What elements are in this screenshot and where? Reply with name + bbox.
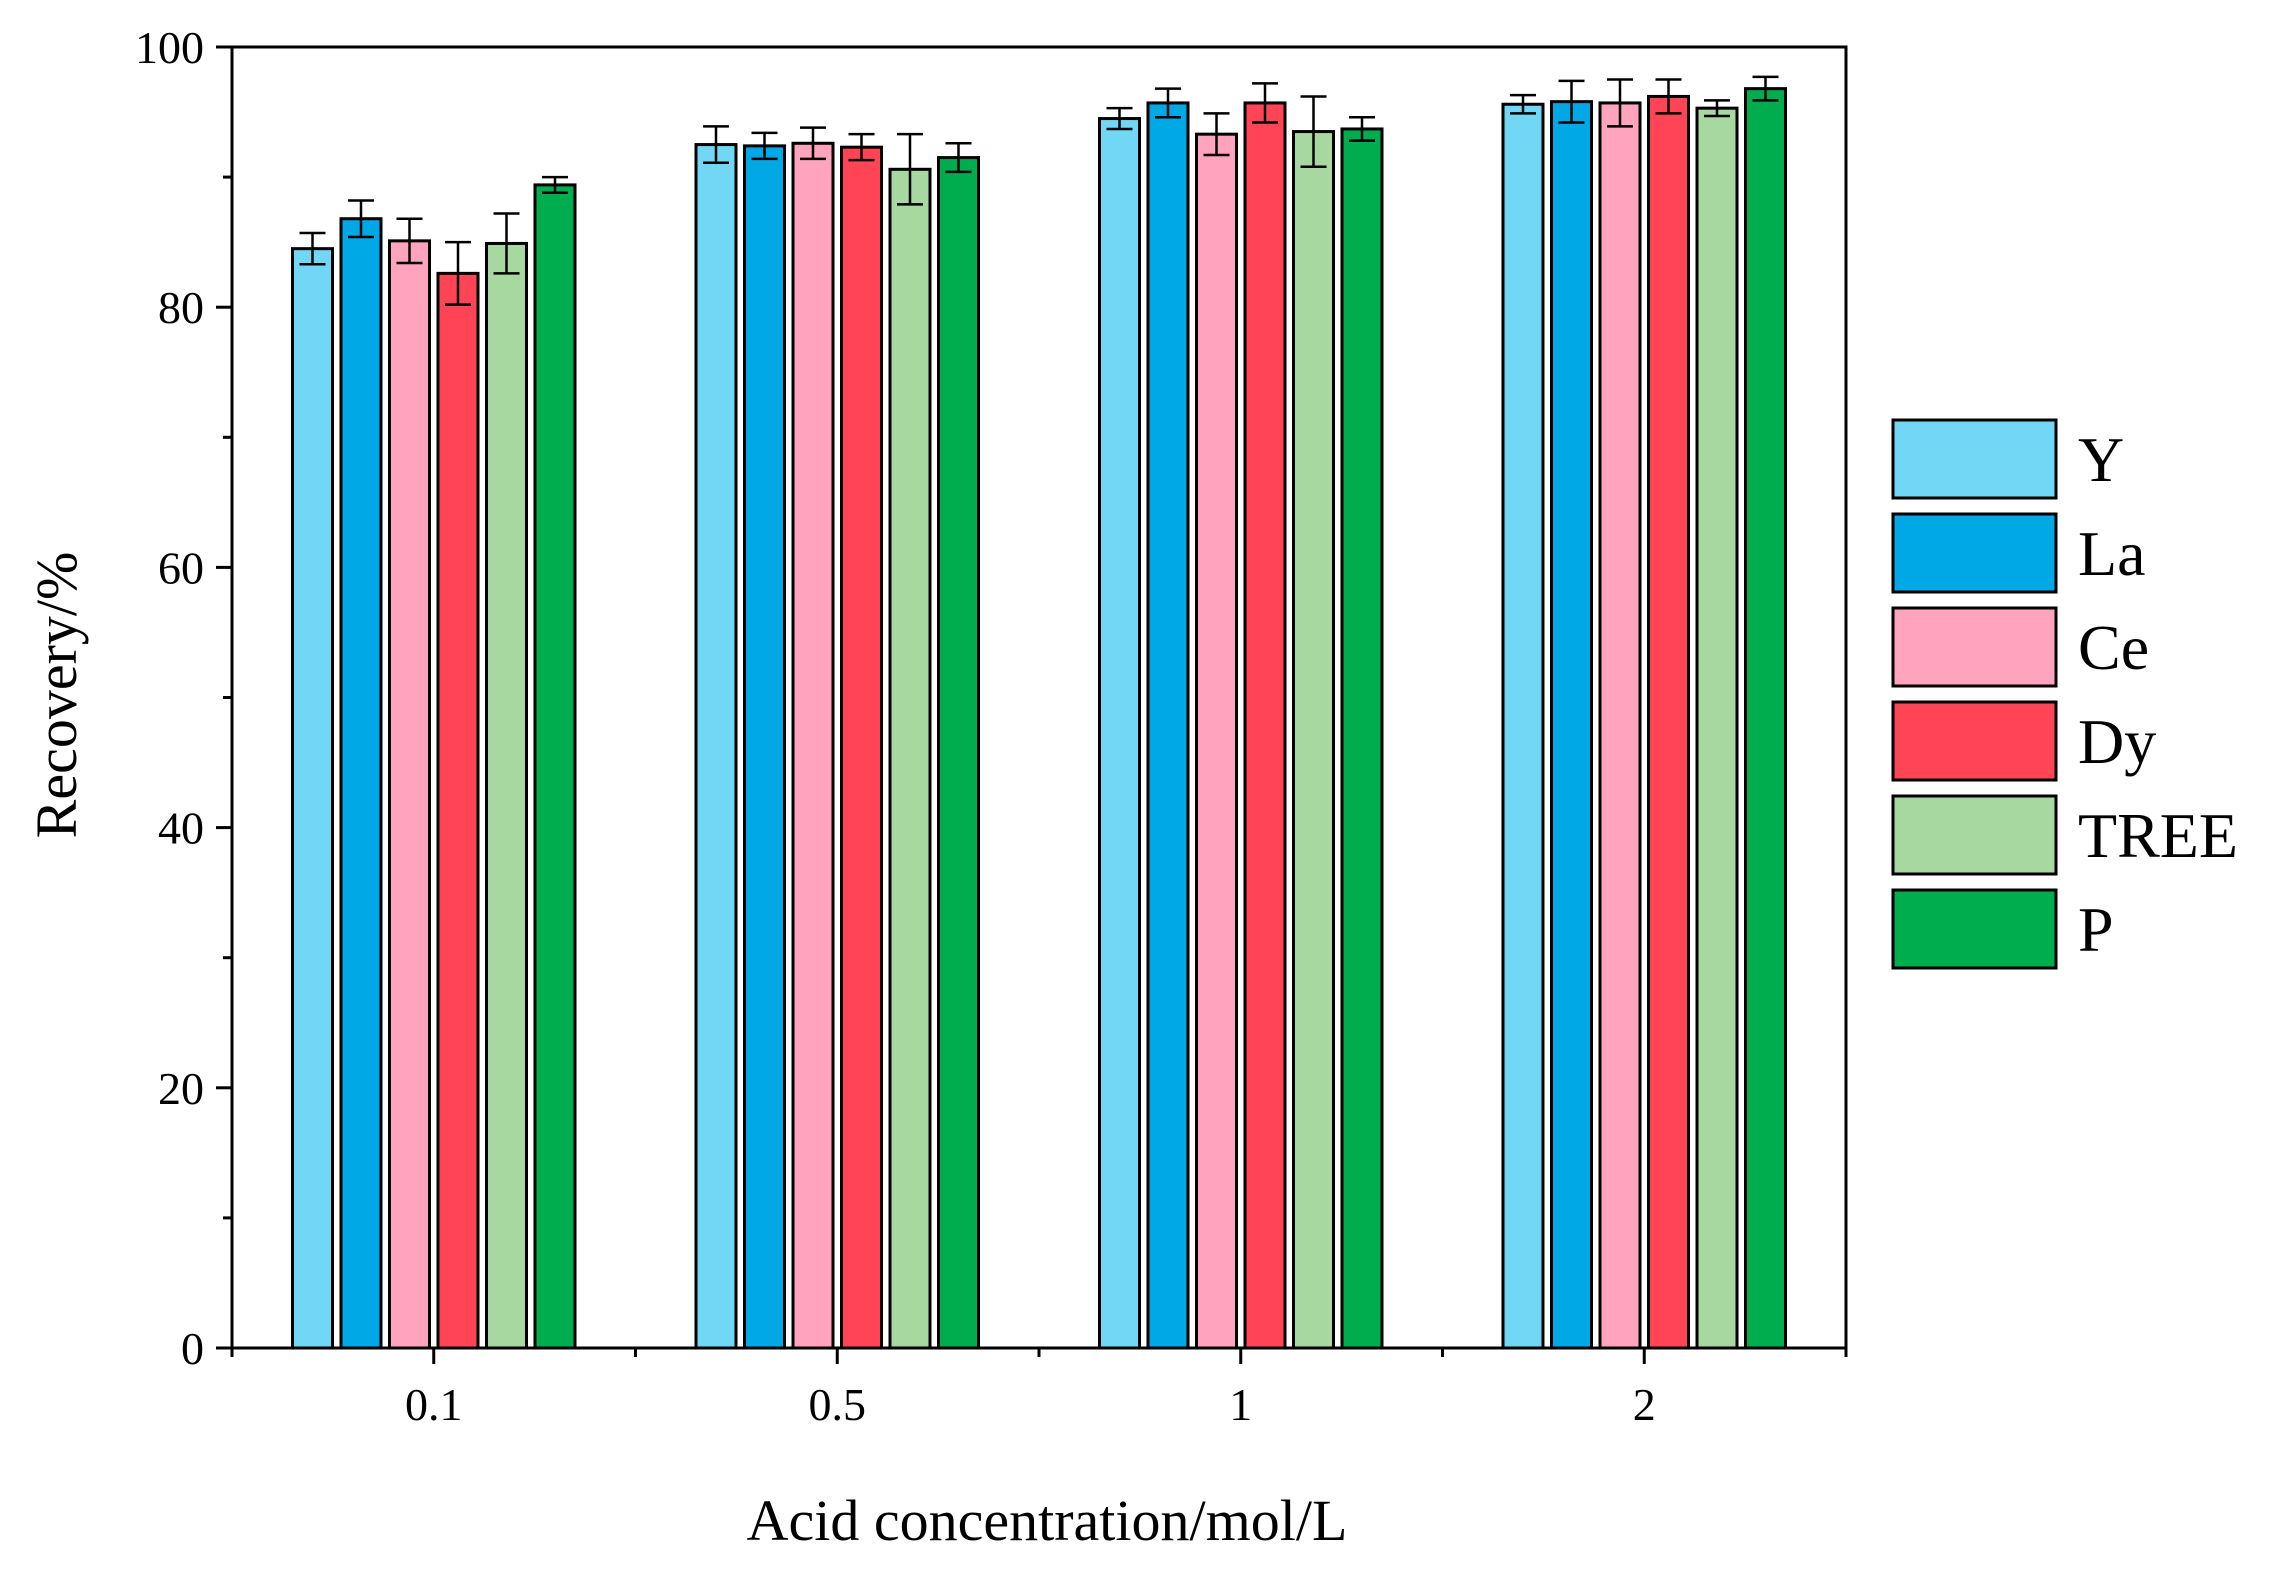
x-tick-label-0.1: 0.1 bbox=[405, 1379, 463, 1430]
bar-y-1 bbox=[1098, 117, 1141, 1350]
bar-tree-0.5 bbox=[888, 167, 932, 1350]
legend-swatch-ce bbox=[1891, 606, 2058, 688]
bar-dy-0.5 bbox=[840, 145, 883, 1350]
bar-la-0.1 bbox=[339, 217, 383, 1350]
legend-label-la: La bbox=[2078, 518, 2146, 589]
y-tick-label-20: 20 bbox=[158, 1063, 204, 1114]
bar-p-0.5 bbox=[937, 156, 980, 1350]
bar-tree-1 bbox=[1292, 130, 1335, 1350]
bar-dy-2 bbox=[1647, 94, 1690, 1350]
y-tick-label-80: 80 bbox=[158, 282, 204, 333]
y-axis-title: Recovery/% bbox=[24, 552, 89, 839]
legend-label-ce: Ce bbox=[2078, 612, 2149, 683]
bar-tree-0.1 bbox=[485, 241, 528, 1350]
bar-dy-0.1 bbox=[436, 271, 480, 1350]
bar-ce-1 bbox=[1195, 132, 1238, 1350]
legend: Y La Ce Dy TREE P bbox=[1891, 418, 2238, 970]
legend-swatch-tree bbox=[1891, 794, 2058, 876]
bar-p-1 bbox=[1340, 127, 1384, 1350]
y-tick-label-100: 100 bbox=[135, 22, 204, 73]
bar-p-2 bbox=[1744, 87, 1787, 1350]
bars-layer bbox=[291, 75, 1787, 1350]
x-tick-label-1: 1 bbox=[1229, 1379, 1252, 1430]
y-tick-label-60: 60 bbox=[158, 542, 204, 593]
x-tick-label-2: 2 bbox=[1633, 1379, 1656, 1430]
bar-ce-0.1 bbox=[388, 239, 431, 1350]
legend-label-p: P bbox=[2078, 894, 2114, 965]
bar-ce-2 bbox=[1598, 101, 1642, 1350]
legend-label-y: Y bbox=[2078, 424, 2124, 495]
x-axis-title: Acid concentration/mol/L bbox=[747, 1488, 1348, 1553]
legend-swatch-y bbox=[1891, 418, 2058, 500]
legend-swatch-dy bbox=[1891, 700, 2058, 782]
legend-swatch-p bbox=[1891, 888, 2058, 970]
y-tick-label-40: 40 bbox=[158, 803, 204, 854]
bar-y-0.5 bbox=[694, 143, 738, 1350]
legend-swatch-la bbox=[1891, 512, 2058, 594]
bar-la-1 bbox=[1146, 101, 1190, 1350]
bar-y-2 bbox=[1501, 102, 1545, 1350]
bar-y-0.1 bbox=[291, 247, 334, 1350]
legend-label-dy: Dy bbox=[2078, 706, 2156, 777]
bar-ce-0.5 bbox=[791, 141, 835, 1350]
y-tick-label-0: 0 bbox=[181, 1323, 204, 1374]
bar-p-0.1 bbox=[533, 183, 577, 1350]
axes-layer: 0 20 40 60 80 100 0.1 0.5 1 2 bbox=[135, 22, 1848, 1430]
bar-dy-1 bbox=[1243, 101, 1287, 1350]
legend-label-tree: TREE bbox=[2078, 800, 2238, 871]
bar-la-2 bbox=[1550, 100, 1593, 1350]
bar-tree-2 bbox=[1695, 106, 1739, 1350]
bar-la-0.5 bbox=[743, 144, 786, 1350]
x-tick-label-0.5: 0.5 bbox=[809, 1379, 867, 1430]
